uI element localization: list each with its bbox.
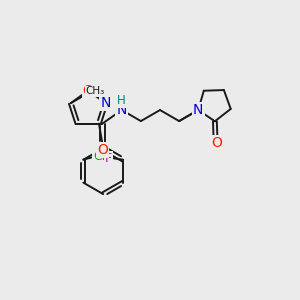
Text: O: O xyxy=(97,143,108,157)
Text: N: N xyxy=(193,103,203,117)
Text: N: N xyxy=(117,103,127,117)
Text: O: O xyxy=(212,136,222,150)
Text: F: F xyxy=(105,152,112,165)
Text: N: N xyxy=(100,96,111,110)
Text: CH₃: CH₃ xyxy=(85,86,105,96)
Text: O: O xyxy=(83,83,94,98)
Text: N: N xyxy=(193,103,203,117)
Text: H: H xyxy=(117,94,126,107)
Text: Cl: Cl xyxy=(93,150,106,163)
